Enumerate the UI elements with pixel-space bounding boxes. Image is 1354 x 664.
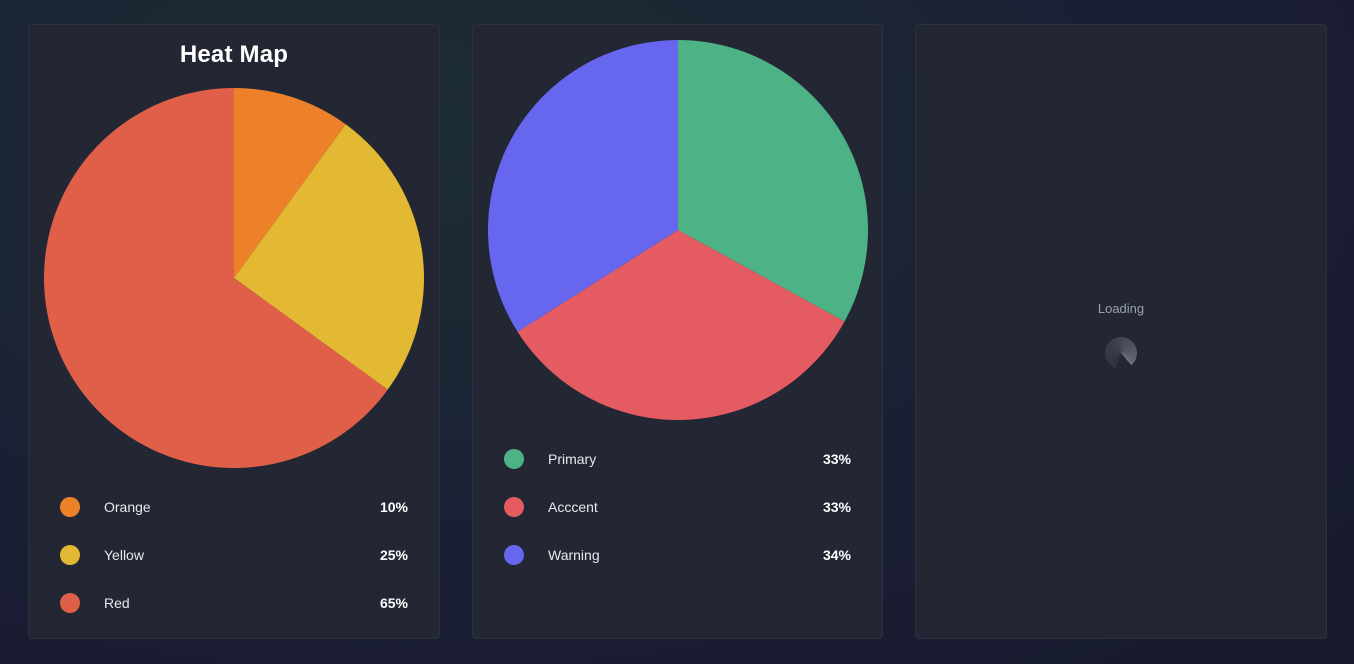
heat-map-pie bbox=[44, 88, 424, 468]
loading-text: Loading bbox=[1097, 301, 1145, 316]
loading-card: Loading bbox=[915, 24, 1327, 639]
pie-slice-yellow[interactable] bbox=[234, 124, 424, 390]
pie-slice-red[interactable] bbox=[44, 88, 388, 468]
legend-label: Acccent bbox=[548, 499, 598, 515]
legend-swatch-red bbox=[60, 593, 80, 613]
legend-label: Orange bbox=[104, 499, 151, 515]
legend-swatch-warning bbox=[504, 545, 524, 565]
legend-value: 10% bbox=[379, 499, 408, 515]
legend-value: 25% bbox=[379, 547, 408, 563]
legend-item-red: Red 65% bbox=[29, 591, 439, 615]
loading-indicator: Loading bbox=[916, 301, 1326, 316]
status-pie bbox=[487, 40, 868, 421]
legend-swatch-primary bbox=[504, 449, 524, 469]
legend-value: 34% bbox=[822, 547, 851, 563]
legend-swatch-orange bbox=[60, 497, 80, 517]
legend-label: Yellow bbox=[104, 547, 144, 563]
chart-title: Heat Map bbox=[179, 41, 289, 68]
legend-label: Primary bbox=[548, 451, 597, 467]
pie-slice-primary[interactable] bbox=[678, 40, 868, 322]
legend-label: Red bbox=[104, 595, 130, 611]
legend-value: 65% bbox=[379, 595, 408, 611]
legend-item-primary: Primary 33% bbox=[473, 447, 882, 471]
legend-swatch-accent bbox=[504, 497, 524, 517]
pie-slice-warning[interactable] bbox=[487, 40, 678, 332]
heat-map-card: Heat Map Orange 10% Yellow 25% Red 65% bbox=[28, 24, 440, 639]
pie-slice-acccent[interactable] bbox=[517, 230, 845, 421]
status-pie-card: Primary 33% Acccent 33% Warning 34% bbox=[472, 24, 883, 639]
legend-item-warning: Warning 34% bbox=[473, 543, 882, 567]
legend-item-yellow: Yellow 25% bbox=[29, 543, 439, 567]
legend-swatch-yellow bbox=[60, 545, 80, 565]
legend-value: 33% bbox=[822, 451, 851, 467]
legend-label: Warning bbox=[548, 547, 600, 563]
legend-item-orange: Orange 10% bbox=[29, 495, 439, 519]
pie-slice-orange[interactable] bbox=[234, 88, 346, 278]
legend-item-accent: Acccent 33% bbox=[473, 495, 882, 519]
spinner-icon bbox=[1105, 337, 1137, 369]
legend-value: 33% bbox=[822, 499, 851, 515]
